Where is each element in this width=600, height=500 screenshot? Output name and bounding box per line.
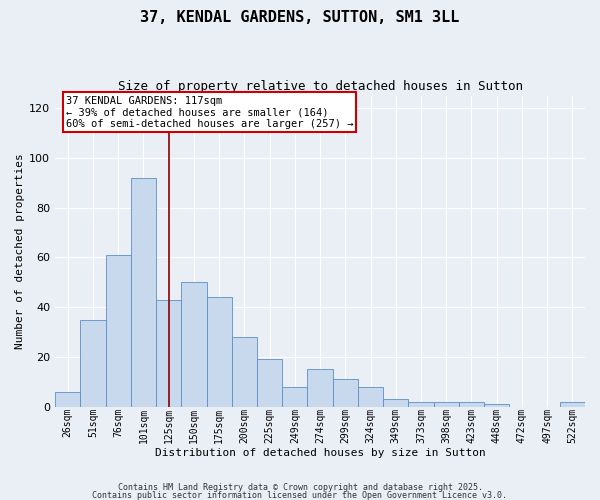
Text: 37, KENDAL GARDENS, SUTTON, SM1 3LL: 37, KENDAL GARDENS, SUTTON, SM1 3LL xyxy=(140,10,460,25)
Bar xyxy=(560,402,585,406)
Bar xyxy=(332,380,358,406)
Bar xyxy=(459,402,484,406)
Bar xyxy=(383,399,409,406)
Bar xyxy=(307,370,332,406)
Title: Size of property relative to detached houses in Sutton: Size of property relative to detached ho… xyxy=(118,80,523,93)
Bar xyxy=(409,402,434,406)
Bar xyxy=(434,402,459,406)
Bar xyxy=(80,320,106,406)
Bar xyxy=(106,255,131,406)
Bar xyxy=(257,360,282,406)
Bar xyxy=(55,392,80,406)
X-axis label: Distribution of detached houses by size in Sutton: Distribution of detached houses by size … xyxy=(155,448,485,458)
Bar xyxy=(156,300,181,406)
Bar xyxy=(206,297,232,406)
Bar xyxy=(232,337,257,406)
Bar xyxy=(282,387,307,406)
Bar xyxy=(181,282,206,406)
Bar xyxy=(131,178,156,406)
Bar xyxy=(484,404,509,406)
Bar xyxy=(358,387,383,406)
Y-axis label: Number of detached properties: Number of detached properties xyxy=(15,153,25,349)
Text: Contains HM Land Registry data © Crown copyright and database right 2025.: Contains HM Land Registry data © Crown c… xyxy=(118,484,482,492)
Text: Contains public sector information licensed under the Open Government Licence v3: Contains public sector information licen… xyxy=(92,490,508,500)
Text: 37 KENDAL GARDENS: 117sqm
← 39% of detached houses are smaller (164)
60% of semi: 37 KENDAL GARDENS: 117sqm ← 39% of detac… xyxy=(66,96,353,129)
